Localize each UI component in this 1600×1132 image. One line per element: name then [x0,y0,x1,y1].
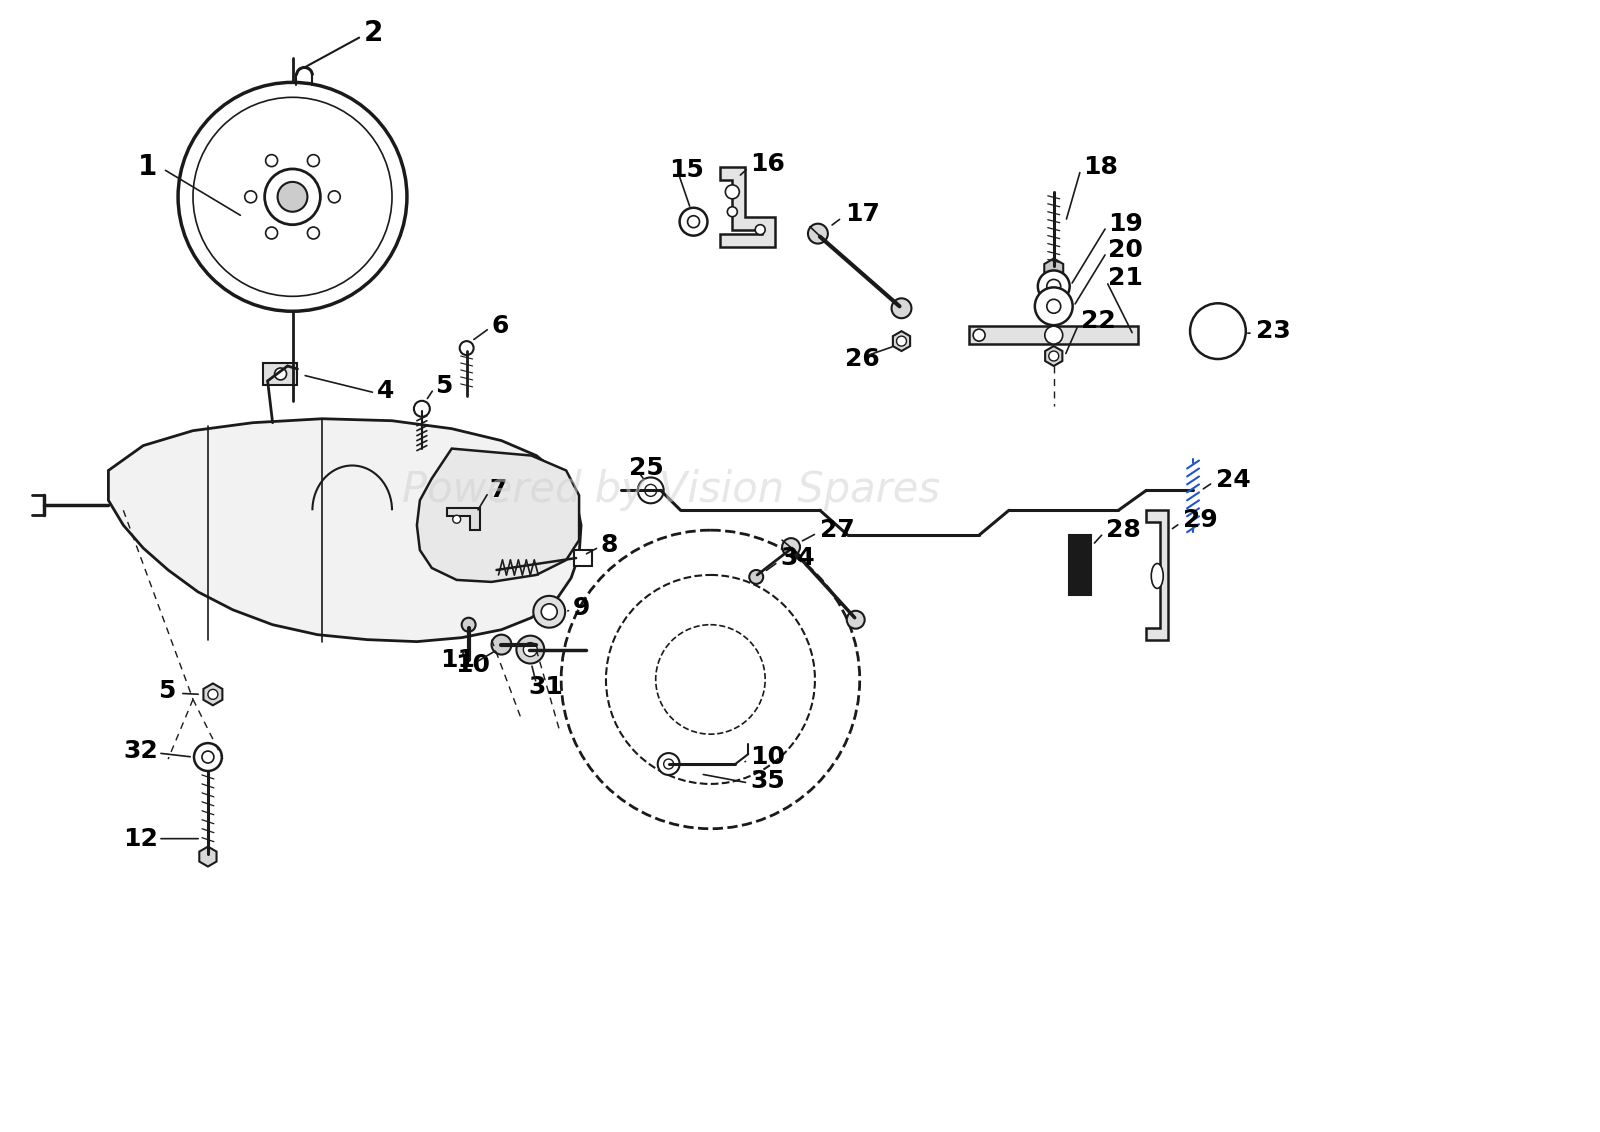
Polygon shape [446,508,480,530]
Text: 26: 26 [845,348,880,371]
Circle shape [307,228,320,239]
Polygon shape [203,684,222,705]
Text: 18: 18 [1083,155,1118,179]
Polygon shape [1045,258,1064,281]
Circle shape [1046,299,1061,314]
Circle shape [307,155,320,166]
Circle shape [645,484,656,496]
Circle shape [277,182,307,212]
Circle shape [523,643,538,657]
Text: 5: 5 [435,374,453,397]
Circle shape [973,329,986,341]
Text: 19: 19 [1109,212,1144,235]
Circle shape [749,571,763,584]
Circle shape [1190,303,1246,359]
Polygon shape [720,166,774,247]
Circle shape [264,169,320,224]
Circle shape [275,368,286,380]
Bar [262,363,298,385]
Circle shape [462,618,475,632]
Text: 7: 7 [490,479,507,503]
Circle shape [891,299,912,318]
Text: 34: 34 [781,546,814,571]
Circle shape [202,752,214,763]
Circle shape [459,341,474,355]
Text: 23: 23 [1256,319,1291,343]
Bar [574,550,592,566]
Text: 31: 31 [528,676,563,700]
Circle shape [245,191,256,203]
Circle shape [1046,280,1061,293]
Circle shape [178,83,406,311]
Circle shape [680,208,707,235]
Polygon shape [200,847,216,866]
Text: 1: 1 [138,153,157,181]
Text: Powered by Vision Spares: Powered by Vision Spares [402,470,939,512]
Circle shape [896,336,907,346]
Text: 15: 15 [669,158,704,182]
Circle shape [846,611,864,628]
Circle shape [1038,271,1070,302]
Polygon shape [418,448,579,582]
Text: 10: 10 [750,745,786,769]
Text: 5: 5 [158,679,176,703]
Polygon shape [1045,346,1062,366]
Circle shape [517,636,544,663]
Circle shape [533,595,565,628]
Circle shape [1035,288,1072,325]
Circle shape [658,753,680,775]
Circle shape [194,743,222,771]
Circle shape [491,635,512,654]
Circle shape [688,216,699,228]
Text: 11: 11 [440,648,475,671]
Text: 16: 16 [750,152,786,175]
Circle shape [1048,351,1059,361]
Text: 9: 9 [573,595,590,620]
Circle shape [782,538,800,556]
Circle shape [728,207,738,216]
Text: 32: 32 [123,739,158,763]
Polygon shape [893,332,910,351]
Circle shape [208,689,218,700]
Text: 8: 8 [602,533,618,557]
Circle shape [414,401,430,417]
Circle shape [453,515,461,523]
Circle shape [541,603,557,619]
Polygon shape [109,419,581,642]
Circle shape [664,760,674,769]
Circle shape [725,185,739,199]
Bar [1069,535,1091,594]
Text: 12: 12 [123,826,158,850]
Ellipse shape [1152,564,1163,589]
Circle shape [266,228,277,239]
Text: 25: 25 [629,456,664,480]
Circle shape [266,155,277,166]
Polygon shape [1146,511,1168,640]
Text: 24: 24 [1216,469,1251,492]
Text: 35: 35 [750,769,786,792]
Text: 6: 6 [491,315,509,338]
Text: 2: 2 [365,18,384,46]
Bar [970,326,1138,344]
Text: 4: 4 [378,379,395,403]
Text: 20: 20 [1109,238,1144,261]
Circle shape [808,224,827,243]
Circle shape [755,224,765,234]
Text: 22: 22 [1080,309,1115,333]
Circle shape [1045,326,1062,344]
Text: 17: 17 [845,201,880,225]
Circle shape [328,191,341,203]
Circle shape [194,97,392,297]
Text: 28: 28 [1107,518,1141,542]
Circle shape [638,478,664,504]
Text: 21: 21 [1109,266,1144,291]
Text: 10: 10 [454,652,490,677]
Text: 27: 27 [819,518,854,542]
Text: 29: 29 [1182,508,1218,532]
